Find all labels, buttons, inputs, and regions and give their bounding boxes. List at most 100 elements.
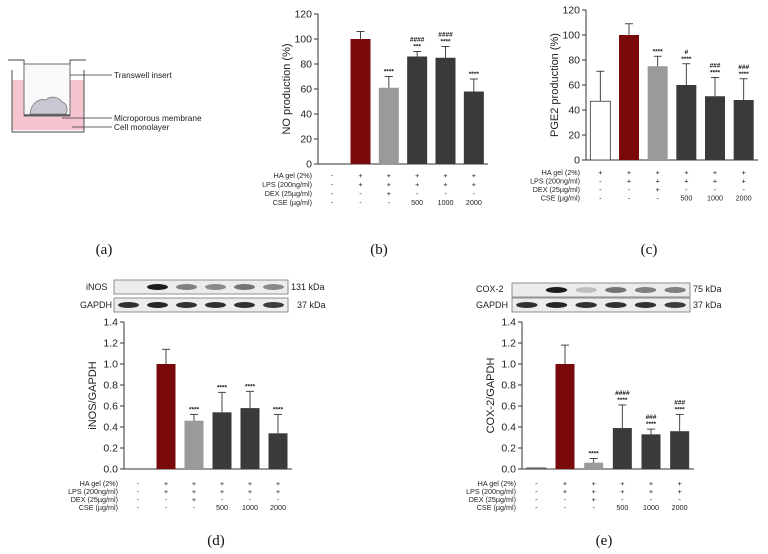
condition-cell: - — [331, 198, 334, 207]
y-tick-label: 0.6 — [103, 401, 118, 413]
blot-e-bottom-band — [634, 302, 657, 308]
condition-cell: + — [415, 171, 419, 180]
label-cell-monolayer: Cell monolayer — [114, 122, 170, 132]
bar — [555, 364, 575, 469]
condition-label: CSE (µg/ml) — [79, 503, 118, 512]
y-tick-label: 0.2 — [103, 443, 118, 455]
significance-hash-label: #### — [410, 37, 425, 44]
condition-cell: + — [276, 487, 280, 496]
condition-cell: + — [387, 189, 391, 198]
blot-e: COX-2 GAPDH 75 kDa 37 kDa — [476, 282, 722, 313]
y-tick-label: 20 — [568, 130, 580, 142]
condition-cell: - — [137, 503, 140, 512]
significance-star-label: *** — [413, 44, 421, 51]
condition-cell: - — [416, 189, 419, 198]
condition-cell: + — [220, 479, 224, 488]
y-tick-label: 1.2 — [103, 338, 118, 350]
condition-label: DEX (25µg/ml) — [71, 495, 118, 504]
bar — [526, 467, 547, 470]
condition-cell: + — [220, 487, 224, 496]
y-axis-label: iNOS/GAPDH — [87, 361, 99, 430]
blot-d-bottom-band — [176, 302, 197, 308]
significance-star-label: **** — [189, 406, 200, 413]
condition-cell: + — [415, 180, 419, 189]
well-outline — [11, 70, 85, 133]
condition-cell: - — [193, 503, 196, 512]
blot-e-bottom-band — [575, 302, 597, 308]
significance-hash-label: # — [685, 49, 689, 56]
y-tick-label: 0.8 — [501, 380, 516, 392]
condition-cell: 500 — [680, 194, 692, 203]
y-axis-label: PGE2 production (%) — [549, 33, 561, 137]
condition-cell: + — [656, 185, 660, 194]
cell-cluster-icon — [29, 96, 68, 115]
condition-cell: - — [331, 171, 334, 180]
condition-cell: - — [249, 495, 252, 504]
blot-d-bottom-band — [147, 302, 168, 308]
condition-cell: + — [627, 168, 631, 177]
condition-cell: + — [276, 479, 280, 488]
condition-cell: - — [473, 189, 476, 198]
bar — [240, 408, 260, 469]
y-tick-label: 0 — [306, 159, 312, 171]
condition-cell: - — [564, 503, 567, 512]
condition-cell: - — [165, 503, 168, 512]
condition-cell: + — [678, 487, 682, 496]
condition-label: HA gel (2%) — [478, 479, 516, 488]
blot-e-bottom-strip — [511, 297, 691, 313]
panel-label-a: (a) — [96, 242, 113, 258]
condition-cell: - — [359, 189, 362, 198]
condition-cell: - — [535, 495, 538, 504]
condition-cell: + — [684, 168, 688, 177]
y-tick-label: 0.6 — [501, 401, 516, 413]
y-tick-label: 1.2 — [501, 338, 516, 350]
condition-cell: + — [563, 487, 567, 496]
condition-label: DEX (25µg/ml) — [265, 189, 312, 198]
y-axis-label: NO production (%) — [281, 43, 293, 134]
condition-cell: 2000 — [736, 194, 752, 203]
condition-cell: - — [685, 185, 688, 194]
significance-star-label: **** — [681, 56, 692, 63]
condition-cell: - — [388, 198, 391, 207]
y-tick-label: 120 — [294, 9, 312, 21]
condition-cell: + — [358, 180, 362, 189]
condition-cell: - — [599, 177, 602, 186]
bar — [705, 96, 725, 160]
condition-cell: + — [742, 168, 746, 177]
blot-d-top-band — [263, 284, 284, 290]
condition-cell: + — [164, 479, 168, 488]
y-tick-label: 0 — [574, 155, 580, 167]
condition-cell: 1000 — [438, 198, 454, 207]
chart-d-inos-gapdh: 0.0 0.2 0.4 0.6 0.8 1.0 1.2 1.4 iNOS/GAPDH **** **… — [68, 317, 292, 512]
significance-hash-label: ### — [738, 64, 749, 71]
significance-hash-label: #### — [615, 390, 630, 397]
y-tick-label: 1.0 — [103, 359, 118, 371]
blot-e-top-band — [545, 287, 568, 293]
condition-cell: - — [628, 194, 631, 203]
bar — [676, 85, 697, 160]
y-tick-label: 1.4 — [501, 317, 516, 329]
condition-cell: + — [248, 487, 252, 496]
condition-label: LPS (200ng/ml) — [68, 487, 118, 496]
y-tick-label: 80 — [300, 59, 312, 71]
blot-d-top-strip — [113, 279, 289, 295]
condition-cell: + — [563, 479, 567, 488]
condition-cell: 500 — [411, 198, 423, 207]
significance-star-label: **** — [273, 406, 284, 413]
condition-cell: - — [535, 503, 538, 512]
condition-label: HA gel (2%) — [274, 171, 312, 180]
condition-cell: + — [713, 168, 717, 177]
condition-cell: + — [742, 177, 746, 186]
blot-d-top-band — [205, 284, 226, 290]
significance-star-label: **** — [710, 70, 721, 77]
bar — [212, 412, 232, 469]
condition-cell: - — [714, 185, 717, 194]
significance-star-label: **** — [617, 397, 628, 404]
y-tick-label: 0.0 — [103, 464, 118, 476]
condition-cell: + — [472, 171, 476, 180]
chart-e-cox2-gapdh: 0.0 0.2 0.4 0.6 0.8 1.0 1.2 1.4 COX-2/GAPDH **** *… — [466, 317, 694, 512]
bar — [589, 100, 611, 161]
condition-cell: - — [621, 495, 624, 504]
significance-star-label: **** — [739, 71, 750, 78]
